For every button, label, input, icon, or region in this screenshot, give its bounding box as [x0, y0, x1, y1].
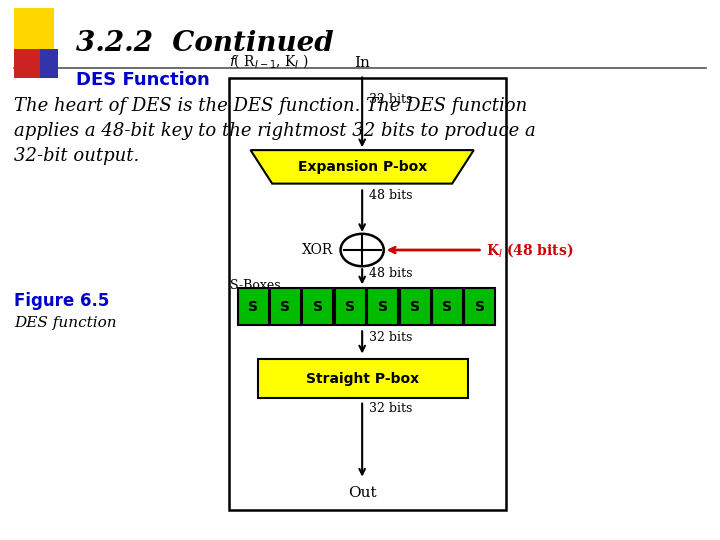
FancyBboxPatch shape — [238, 288, 269, 325]
Text: In: In — [354, 56, 370, 70]
FancyBboxPatch shape — [464, 288, 495, 325]
FancyBboxPatch shape — [302, 288, 333, 325]
Text: S: S — [248, 300, 258, 314]
Text: S: S — [346, 300, 355, 314]
Text: S: S — [281, 300, 290, 314]
Text: The heart of DES is the DES function. The DES function
applies a 48-bit key to t: The heart of DES is the DES function. Th… — [14, 97, 536, 165]
Text: 3.2.2  Continued: 3.2.2 Continued — [76, 30, 333, 57]
Text: S: S — [313, 300, 323, 314]
Text: 48 bits: 48 bits — [369, 267, 412, 280]
Text: Figure 6.5: Figure 6.5 — [14, 292, 109, 309]
Text: Straight P-box: Straight P-box — [306, 372, 420, 386]
Text: $f$( R$_{I-1}$, K$_I$ ): $f$( R$_{I-1}$, K$_I$ ) — [229, 52, 309, 70]
Text: 32 bits: 32 bits — [369, 93, 412, 106]
Text: DES function: DES function — [14, 316, 117, 330]
FancyBboxPatch shape — [40, 49, 58, 78]
Text: S: S — [378, 300, 387, 314]
FancyBboxPatch shape — [367, 288, 398, 325]
FancyBboxPatch shape — [270, 288, 301, 325]
FancyBboxPatch shape — [258, 359, 468, 398]
FancyBboxPatch shape — [400, 288, 431, 325]
FancyBboxPatch shape — [14, 49, 40, 78]
Text: K$_I$ (48 bits): K$_I$ (48 bits) — [486, 241, 573, 259]
Text: S-Boxes: S-Boxes — [230, 279, 281, 292]
Polygon shape — [251, 150, 474, 184]
Text: DES Function: DES Function — [76, 71, 210, 89]
FancyBboxPatch shape — [432, 288, 463, 325]
FancyBboxPatch shape — [335, 288, 366, 325]
Text: Out: Out — [348, 486, 377, 500]
Text: 32 bits: 32 bits — [369, 331, 412, 344]
Text: S: S — [410, 300, 420, 314]
Text: S: S — [475, 300, 485, 314]
Text: XOR: XOR — [302, 243, 333, 257]
Text: S: S — [443, 300, 452, 314]
Text: 48 bits: 48 bits — [369, 189, 412, 202]
Text: Expansion P-box: Expansion P-box — [297, 160, 427, 174]
FancyBboxPatch shape — [14, 8, 54, 57]
Text: 32 bits: 32 bits — [369, 402, 412, 415]
FancyBboxPatch shape — [229, 78, 506, 510]
